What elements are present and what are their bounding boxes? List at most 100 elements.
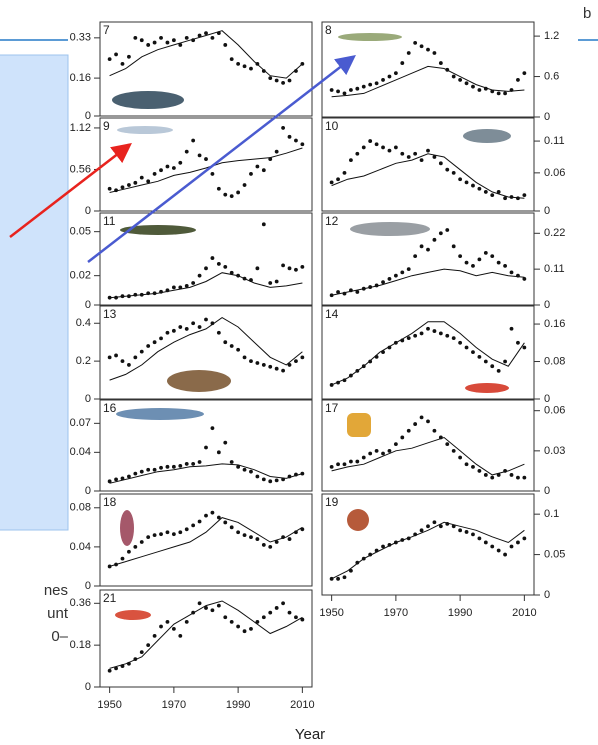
- data-point: [275, 606, 279, 610]
- data-point: [294, 69, 298, 73]
- data-point: [217, 31, 221, 35]
- data-point: [477, 187, 481, 191]
- data-point: [362, 146, 366, 150]
- data-point: [204, 606, 208, 610]
- x-axis-title: Year: [295, 726, 325, 743]
- data-point: [166, 288, 170, 292]
- panel-label: 21: [103, 591, 117, 605]
- data-point: [433, 429, 437, 433]
- data-point: [198, 34, 202, 38]
- data-point: [465, 261, 469, 265]
- data-point: [355, 152, 359, 156]
- data-point: [230, 271, 234, 275]
- data-point: [362, 85, 366, 89]
- data-point: [153, 533, 157, 537]
- data-point: [255, 620, 259, 624]
- data-point: [300, 355, 304, 359]
- x-tick-label: 1950: [97, 699, 121, 711]
- y-tick-label: 0.11: [544, 135, 565, 147]
- data-point: [336, 381, 340, 385]
- data-point: [413, 254, 417, 258]
- data-point: [426, 420, 430, 424]
- data-point: [375, 284, 379, 288]
- data-point: [236, 465, 240, 469]
- data-point: [204, 318, 208, 322]
- data-point: [294, 268, 298, 272]
- y-tick-label: 0.11: [544, 263, 565, 275]
- data-point: [281, 478, 285, 482]
- data-point: [255, 537, 259, 541]
- data-point: [522, 476, 526, 480]
- data-point: [510, 195, 514, 199]
- page: {"corner_label": "b", "side_text": ["nes…: [0, 0, 598, 745]
- data-point: [275, 79, 279, 83]
- data-point: [127, 55, 131, 59]
- data-point: [516, 541, 520, 545]
- data-point: [223, 521, 227, 525]
- data-point: [343, 292, 347, 296]
- shrimp-icon: [115, 610, 151, 620]
- data-point: [288, 266, 292, 270]
- data-point: [288, 475, 292, 479]
- data-point: [407, 155, 411, 159]
- data-point: [153, 41, 157, 45]
- side-panel: [0, 55, 68, 530]
- panel-label: 13: [103, 307, 117, 321]
- panel-label: 10: [325, 119, 339, 133]
- data-point: [439, 524, 443, 528]
- data-point: [388, 277, 392, 281]
- data-point: [294, 530, 298, 534]
- data-point: [355, 369, 359, 373]
- data-point: [445, 168, 449, 172]
- data-point: [420, 528, 424, 532]
- data-point: [490, 193, 494, 197]
- data-point: [413, 334, 417, 338]
- data-point: [445, 228, 449, 232]
- data-point: [330, 577, 334, 581]
- data-point: [204, 514, 208, 518]
- y-tick-label: 0: [544, 393, 550, 405]
- data-point: [223, 340, 227, 344]
- data-point: [159, 36, 163, 40]
- data-point: [121, 664, 125, 668]
- data-point: [394, 442, 398, 446]
- data-point: [217, 450, 221, 454]
- y-tick-label: 0.04: [70, 446, 91, 458]
- data-point: [223, 441, 227, 445]
- data-point: [172, 627, 176, 631]
- data-point: [362, 557, 366, 561]
- data-point: [381, 280, 385, 284]
- data-point: [355, 460, 359, 464]
- data-point: [300, 265, 304, 269]
- data-point: [133, 355, 137, 359]
- data-point: [185, 327, 189, 331]
- data-point: [108, 355, 112, 359]
- data-point: [471, 465, 475, 469]
- data-point: [223, 193, 227, 197]
- data-point: [243, 355, 247, 359]
- data-point: [127, 363, 131, 367]
- data-point: [465, 462, 469, 466]
- y-tick-label: 0.07: [70, 417, 91, 429]
- data-point: [368, 553, 372, 557]
- y-tick-label: 0.05: [70, 226, 91, 238]
- squid-icon: [120, 510, 134, 546]
- trend-line: [332, 522, 525, 579]
- data-point: [477, 355, 481, 359]
- data-point: [362, 456, 366, 460]
- data-point: [381, 452, 385, 456]
- data-point: [275, 150, 279, 154]
- data-point: [400, 538, 404, 542]
- data-point: [191, 462, 195, 466]
- y-tick-label: 0: [85, 299, 91, 311]
- data-point: [146, 179, 150, 183]
- data-point: [185, 150, 189, 154]
- data-point: [140, 293, 144, 297]
- data-point: [230, 57, 234, 61]
- data-point: [204, 446, 208, 450]
- data-point: [243, 64, 247, 68]
- data-point: [121, 477, 125, 481]
- data-point: [413, 41, 417, 45]
- data-point: [388, 149, 392, 153]
- trend-line: [332, 66, 525, 96]
